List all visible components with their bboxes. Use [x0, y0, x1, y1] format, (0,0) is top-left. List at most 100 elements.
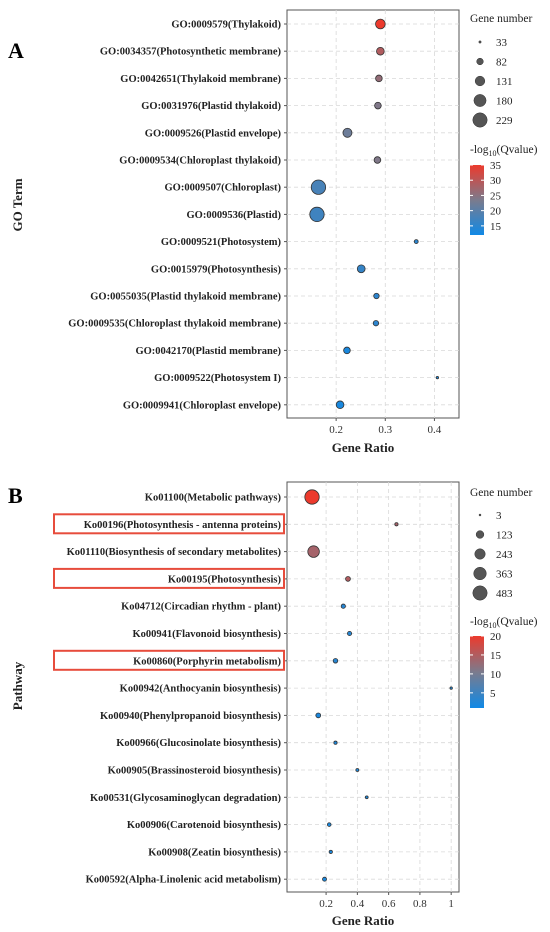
size-legend-marker [476, 57, 484, 66]
y-tick-label: Ko00592(Alpha-Linolenic acid metabolism) [86, 875, 282, 886]
y-tick-label: GO:0009521(Photosystem) [161, 237, 282, 248]
size-legend-title: Gene number [470, 487, 532, 499]
data-point [355, 768, 360, 772]
x-axis-label: Gene Ratio [332, 913, 394, 928]
data-point [343, 346, 351, 355]
x-tick-label: 0.3 [378, 424, 392, 436]
y-tick-label: GO:0009941(Chloroplast envelope) [123, 400, 282, 411]
y-tick-label: GO:0031976(Plastid thylakoid) [141, 101, 281, 112]
size-legend-label: 229 [496, 115, 513, 127]
data-point [326, 822, 332, 827]
data-point [335, 400, 345, 410]
size-legend-label: 483 [496, 588, 513, 600]
data-point [333, 740, 338, 745]
data-point [373, 156, 382, 164]
size-legend-marker [474, 548, 486, 560]
data-point [372, 320, 380, 327]
y-tick-label: Ko00966(Glucosinolate biosynthesis) [116, 738, 281, 749]
data-point [374, 101, 382, 110]
y-tick-label: GO:0015979(Photosynthesis) [151, 264, 282, 275]
size-legend-marker [474, 75, 486, 87]
color-bar [470, 636, 484, 708]
data-point [315, 712, 322, 719]
data-point [345, 576, 351, 582]
color-bar-label: 5 [490, 688, 496, 700]
color-bar-label: 15 [490, 650, 502, 662]
panel-letter: A [8, 38, 24, 63]
highlight-box [53, 513, 285, 535]
color-bar-label: 25 [490, 190, 502, 202]
y-tick-label: GO:0042651(Thylakoid membrane) [120, 74, 281, 85]
data-point [342, 127, 353, 138]
size-legend-title: Gene number [470, 13, 532, 25]
color-bar-label: 15 [490, 221, 502, 233]
data-point [310, 179, 327, 195]
y-tick-label: Ko00940(Phenylpropanoid biosynthesis) [100, 711, 281, 722]
panel-letter: B [8, 483, 23, 508]
y-tick-label: GO:0009507(Chloroplast) [165, 183, 282, 194]
size-legend-label: 123 [496, 530, 513, 542]
chart-panel-a: A 0.2 0.3 0.4 GO:0009579(Thylakoid) GO:003435… [8, 9, 538, 455]
x-tick-label: 1 [448, 898, 454, 910]
x-tick-label: 0.8 [413, 898, 427, 910]
color-legend-title: -log10(Qvalue) [470, 144, 538, 158]
data-point [376, 46, 385, 56]
size-legend-marker [478, 40, 482, 44]
x-axis-label: Gene Ratio [332, 440, 394, 455]
y-tick-label: Ko00860(Porphyrin metabolism) [133, 656, 281, 667]
size-legend-label: 33 [496, 37, 508, 49]
x-tick-label: 0.2 [319, 898, 333, 910]
data-point [375, 74, 383, 83]
data-point [356, 264, 366, 274]
color-bar-label: 20 [490, 631, 502, 643]
y-tick-label: Ko00942(Anthocyanin biosynthesis) [120, 684, 282, 695]
size-legend-label: 82 [496, 57, 507, 69]
size-legend-marker [478, 513, 482, 517]
data-point [307, 545, 320, 558]
color-bar-label: 35 [490, 160, 502, 172]
data-point [304, 489, 320, 505]
data-point [309, 206, 325, 222]
color-bar-label: 30 [490, 175, 502, 187]
y-tick-label: GO:0009534(Chloroplast thylakoid) [119, 156, 281, 167]
size-legend-label: 243 [496, 549, 513, 561]
size-legend-label: 131 [496, 76, 513, 88]
y-tick-label: GO:0009526(Plastid envelope) [145, 128, 282, 139]
color-legend-title: -log10(Qvalue) [470, 616, 538, 630]
size-legend-label: 3 [496, 510, 502, 522]
y-tick-label: Ko00906(Carotenoid biosynthesis) [127, 820, 282, 831]
data-point [322, 876, 327, 882]
y-tick-label: GO:0009535(Chloroplast thylakoid membran… [68, 319, 281, 330]
color-bar-label: 20 [490, 206, 502, 218]
data-point [394, 522, 399, 527]
y-tick-label: Ko00908(Zeatin biosynthesis) [148, 847, 281, 858]
data-point [435, 375, 439, 380]
x-tick-label: 0.4 [428, 424, 442, 436]
y-tick-label: Ko01100(Metabolic pathways) [145, 493, 282, 504]
highlight-box [53, 649, 285, 671]
y-tick-label: GO:0009579(Thylakoid) [171, 20, 281, 31]
x-tick-label: 0.4 [350, 898, 364, 910]
size-legend-marker [472, 112, 488, 128]
y-tick-label: Ko00531(Glycosaminoglycan degradation) [90, 793, 282, 804]
y-tick-label: GO:0034357(Photosynthetic membrane) [100, 47, 282, 58]
data-point [347, 631, 353, 636]
data-point [340, 603, 346, 609]
y-tick-label: Ko00195(Photosynthesis) [168, 574, 282, 585]
y-tick-label: Ko00196(Photosynthesis - antenna protein… [84, 520, 282, 531]
y-tick-label: GO:0009536(Plastid) [187, 210, 282, 221]
color-bar-label: 10 [490, 669, 502, 681]
data-point [413, 239, 419, 244]
size-legend-marker [473, 94, 487, 107]
data-point [373, 292, 380, 300]
highlight-box [53, 567, 285, 589]
y-tick-label: Ko00905(Brassinosteroid biosynthesis) [108, 766, 282, 777]
data-point [364, 795, 369, 800]
y-tick-label: Ko04712(Circadian rhythm - plant) [121, 602, 281, 613]
y-tick-label: GO:0042170(Plastid membrane) [135, 346, 281, 357]
size-legend-label: 180 [496, 96, 513, 108]
y-axis-label: Pathway [10, 661, 25, 710]
color-bar [470, 165, 484, 235]
data-point [332, 658, 339, 664]
